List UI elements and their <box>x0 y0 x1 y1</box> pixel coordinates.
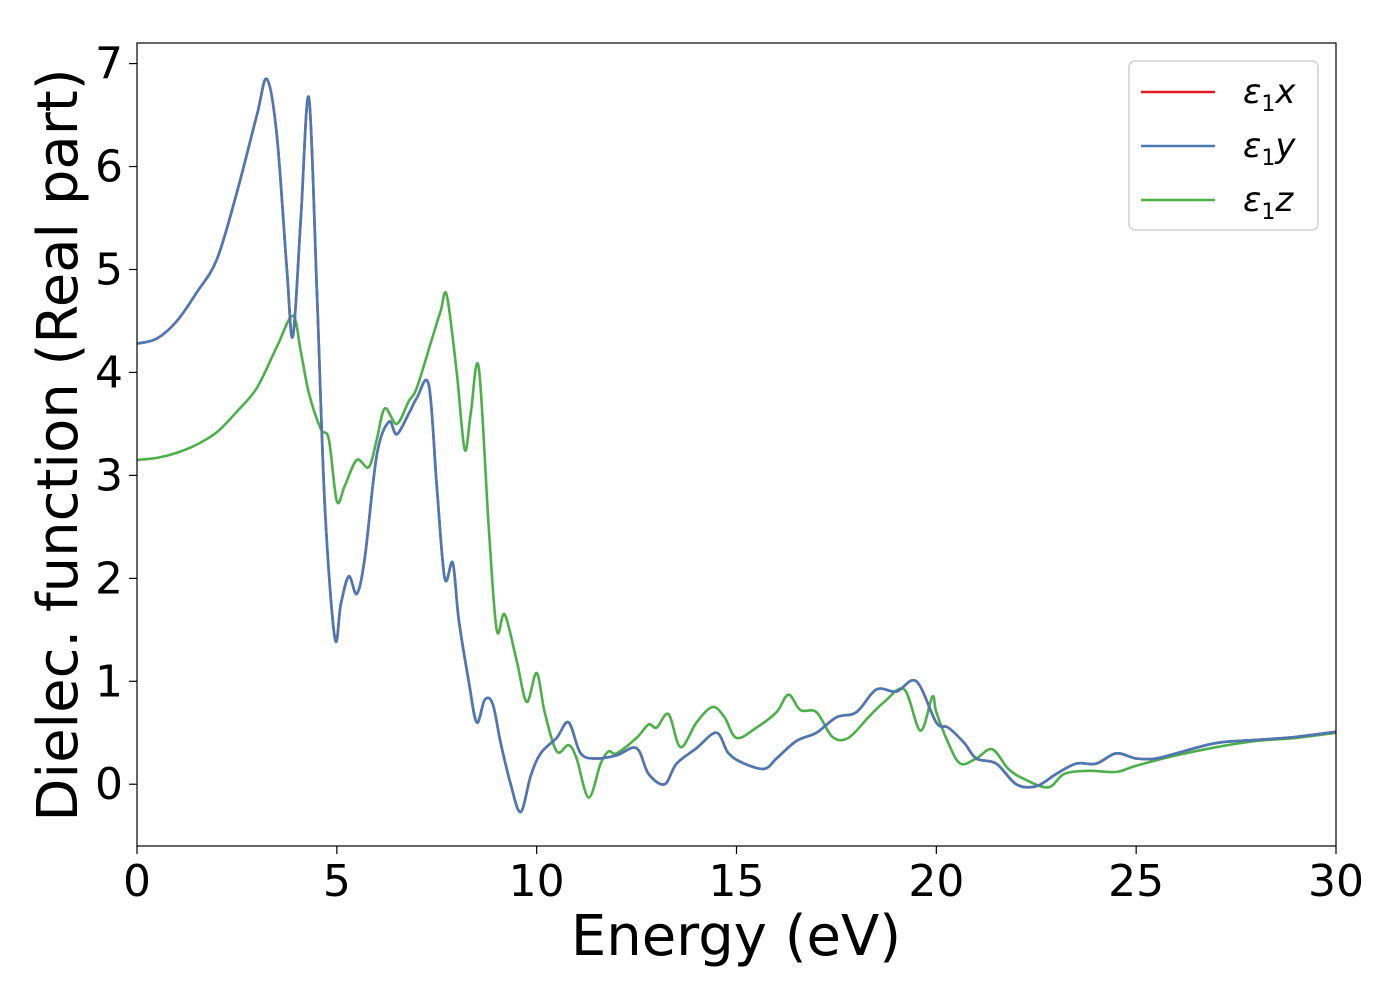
y-tick-label: 3 <box>95 450 123 501</box>
y-axis-label: Dielec. function (Real part) <box>26 68 91 821</box>
series-line-z <box>137 291 1336 799</box>
legend-symbol: ε <box>1243 126 1261 166</box>
y-axis-ticks: 0 1 2 3 4 5 6 7 <box>95 39 137 810</box>
x-tick-label: 15 <box>709 856 765 907</box>
x-tick-label: 5 <box>323 856 351 907</box>
legend-axis: x <box>1274 72 1296 112</box>
x-tick-label: 25 <box>1108 856 1164 907</box>
x-axis-ticks: 0 5 10 15 20 25 30 <box>123 846 1364 907</box>
legend-subscript: 1 <box>1261 200 1275 225</box>
x-tick-label: 10 <box>509 856 565 907</box>
y-tick-label: 4 <box>95 347 123 398</box>
y-tick-label: 0 <box>95 759 123 810</box>
legend-axis: z <box>1274 180 1294 220</box>
series-layer <box>137 77 1336 814</box>
legend-label-x: ε1x <box>1243 72 1296 117</box>
legend-axis: y <box>1274 126 1296 166</box>
legend-symbol: ε <box>1243 72 1261 112</box>
x-tick-label: 0 <box>123 856 151 907</box>
legend-subscript: 1 <box>1261 92 1275 117</box>
legend-label-y: ε1y <box>1243 126 1296 171</box>
y-tick-label: 7 <box>95 39 123 90</box>
legend-symbol: ε <box>1243 180 1261 220</box>
y-tick-label: 1 <box>95 656 123 707</box>
y-tick-label: 5 <box>95 244 123 295</box>
legend-box <box>1128 60 1319 231</box>
x-tick-label: 20 <box>908 856 964 907</box>
legend-label-z: ε1z <box>1243 180 1294 225</box>
legend-subscript: 1 <box>1261 146 1275 171</box>
y-tick-label: 2 <box>95 553 123 604</box>
y-tick-label: 6 <box>95 142 123 193</box>
x-axis-label: Energy (eV) <box>571 904 901 969</box>
x-tick-label: 30 <box>1308 856 1364 907</box>
series-line-y <box>137 77 1336 814</box>
